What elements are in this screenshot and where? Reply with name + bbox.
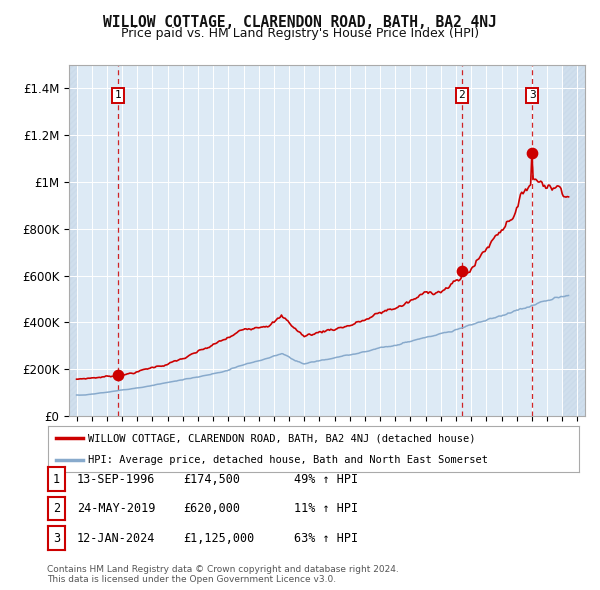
- Text: 63% ↑ HPI: 63% ↑ HPI: [294, 532, 358, 545]
- Text: Price paid vs. HM Land Registry's House Price Index (HPI): Price paid vs. HM Land Registry's House …: [121, 27, 479, 40]
- Text: 24-MAY-2019: 24-MAY-2019: [77, 502, 155, 515]
- Text: £174,500: £174,500: [183, 473, 240, 486]
- Text: Contains HM Land Registry data © Crown copyright and database right 2024.: Contains HM Land Registry data © Crown c…: [47, 565, 398, 574]
- Text: 2: 2: [53, 502, 60, 515]
- Text: 49% ↑ HPI: 49% ↑ HPI: [294, 473, 358, 486]
- Point: [457, 266, 467, 276]
- Text: This data is licensed under the Open Government Licence v3.0.: This data is licensed under the Open Gov…: [47, 575, 336, 584]
- Text: WILLOW COTTAGE, CLARENDON ROAD, BATH, BA2 4NJ: WILLOW COTTAGE, CLARENDON ROAD, BATH, BA…: [103, 15, 497, 30]
- Text: HPI: Average price, detached house, Bath and North East Somerset: HPI: Average price, detached house, Bath…: [88, 454, 488, 464]
- Text: 2: 2: [458, 90, 465, 100]
- Text: £1,125,000: £1,125,000: [183, 532, 254, 545]
- Text: 3: 3: [53, 532, 60, 545]
- Text: 12-JAN-2024: 12-JAN-2024: [77, 532, 155, 545]
- Text: 13-SEP-1996: 13-SEP-1996: [77, 473, 155, 486]
- Text: £620,000: £620,000: [183, 502, 240, 515]
- Text: 11% ↑ HPI: 11% ↑ HPI: [294, 502, 358, 515]
- Point: [527, 148, 537, 158]
- Text: 1: 1: [53, 473, 60, 486]
- Text: WILLOW COTTAGE, CLARENDON ROAD, BATH, BA2 4NJ (detached house): WILLOW COTTAGE, CLARENDON ROAD, BATH, BA…: [88, 434, 475, 444]
- Text: 3: 3: [529, 90, 536, 100]
- Text: 1: 1: [115, 90, 121, 100]
- Point: [113, 371, 122, 380]
